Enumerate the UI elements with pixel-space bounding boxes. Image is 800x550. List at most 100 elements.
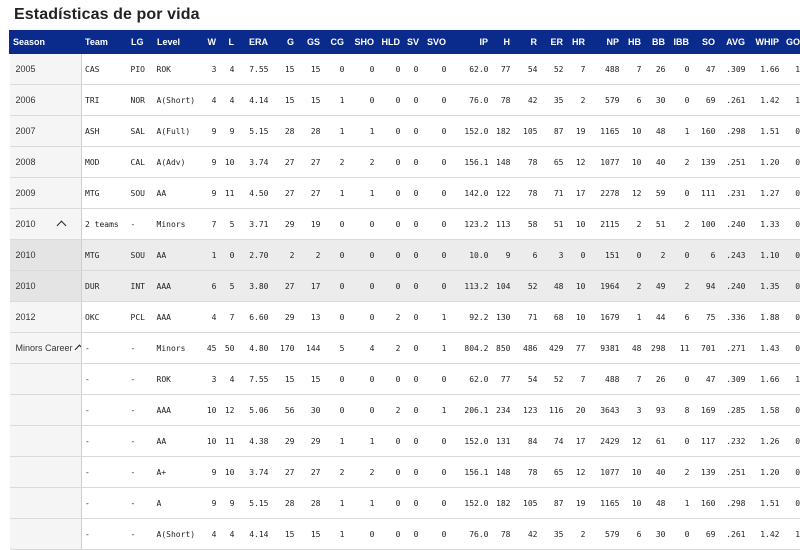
chevron-up-icon[interactable]	[56, 221, 66, 231]
cell-text-sv: 0	[414, 282, 419, 291]
cell-text-avg: .251	[726, 468, 745, 477]
cell-text-level: AA	[157, 437, 167, 446]
cell-l: 50	[220, 333, 238, 364]
cell-text-h: 182	[496, 127, 510, 136]
cell-text-whip: 1.33	[760, 220, 779, 229]
cell-era: 2.70	[238, 240, 272, 271]
column-header-hr[interactable]: HR	[567, 31, 589, 54]
cell-sho: 1	[348, 426, 378, 457]
cell-bb: 93	[645, 395, 669, 426]
column-header-h[interactable]: H	[492, 31, 514, 54]
cell-text-svo: 1	[442, 344, 447, 353]
cell-text-whip: 1.66	[760, 65, 779, 74]
cell-text-so: 69	[706, 530, 716, 539]
cell-gs: 28	[298, 116, 324, 147]
cell-ibb: 1	[669, 488, 693, 519]
cell-hb: 7	[623, 54, 645, 85]
cell-ip: 113.2	[450, 271, 492, 302]
cell-whip: 1.66	[749, 364, 783, 395]
column-header-whip[interactable]: WHIP	[749, 31, 783, 54]
cell-text-r: 486	[523, 344, 537, 353]
column-header-r[interactable]: R	[514, 31, 541, 54]
cell-np: 488	[589, 54, 623, 85]
cell-hr: 0	[567, 240, 589, 271]
cell-text-lg: -	[131, 437, 136, 446]
cell-text-so: 111	[701, 189, 715, 198]
column-header-ibb[interactable]: IBB	[669, 31, 693, 54]
cell-sv: 0	[404, 364, 422, 395]
column-header-er[interactable]: ER	[541, 31, 567, 54]
column-header-lg[interactable]: LG	[128, 31, 154, 54]
cell-text-r: 58	[528, 220, 538, 229]
column-header-season[interactable]: Season	[10, 31, 82, 54]
column-header-sho[interactable]: SHO	[348, 31, 378, 54]
cell-text-avg: .240	[726, 220, 745, 229]
cell-level: ROK	[154, 54, 200, 85]
cell-hb: 10	[623, 457, 645, 488]
cell-ip: 76.0	[450, 85, 492, 116]
cell-cg: 1	[324, 488, 348, 519]
cell-text-l: 4	[230, 530, 235, 539]
cell-hr: 17	[567, 426, 589, 457]
cell-text-hld: 0	[396, 437, 401, 446]
cell-lg: CAL	[128, 147, 154, 178]
cell-hr: 12	[567, 147, 589, 178]
column-header-np[interactable]: NP	[589, 31, 623, 54]
cell-text-l: 10	[225, 468, 235, 477]
column-header-w[interactable]: W	[200, 31, 220, 54]
column-header-cg[interactable]: CG	[324, 31, 348, 54]
cell-text-er: 52	[554, 65, 564, 74]
cell-text-whip: 1.42	[760, 96, 779, 105]
cell-lg: -	[128, 519, 154, 550]
cell-whip: 1.66	[749, 54, 783, 85]
cell-text-season: 2007	[16, 126, 36, 136]
cell-ip: 62.0	[450, 54, 492, 85]
column-header-svo[interactable]: SVO	[422, 31, 450, 54]
cell-hr: 10	[567, 271, 589, 302]
cell-text-sho: 0	[370, 220, 375, 229]
column-header-avg[interactable]: AVG	[719, 31, 749, 54]
cell-team: MTG	[82, 178, 128, 209]
cell-hld: 0	[378, 209, 404, 240]
column-header-hb[interactable]: HB	[623, 31, 645, 54]
cell-sv: 0	[404, 519, 422, 550]
column-header-g[interactable]: G	[272, 31, 298, 54]
cell-text-h: 113	[496, 220, 510, 229]
cell-text-sv: 0	[414, 251, 419, 260]
cell-r: 78	[514, 457, 541, 488]
cell-team: MOD	[82, 147, 128, 178]
cell-text-avg: .232	[726, 437, 745, 446]
cell-text-r: 54	[528, 375, 538, 384]
column-header-bb[interactable]: BB	[645, 31, 669, 54]
column-header-gs[interactable]: GS	[298, 31, 324, 54]
cell-sho: 0	[348, 519, 378, 550]
cell-text-ibb: 0	[685, 189, 690, 198]
cell-text-np: 579	[605, 96, 619, 105]
column-header-l[interactable]: L	[220, 31, 238, 54]
chevron-up-icon[interactable]	[74, 345, 81, 355]
cell-sv: 0	[404, 116, 422, 147]
cell-text-sv: 0	[414, 189, 419, 198]
cell-hld: 0	[378, 271, 404, 302]
column-header-team[interactable]: Team	[82, 31, 128, 54]
column-header-hld[interactable]: HLD	[378, 31, 404, 54]
cell-goao: 0.78	[783, 457, 800, 488]
cell-text-so: 139	[701, 468, 715, 477]
column-header-ip[interactable]: IP	[450, 31, 492, 54]
cell-avg: .251	[719, 147, 749, 178]
cell-sv: 0	[404, 54, 422, 85]
cell-text-level: Minors	[157, 220, 186, 229]
column-header-sv[interactable]: SV	[404, 31, 422, 54]
cell-hb: 0	[623, 240, 645, 271]
cell-text-level: A(Short)	[157, 530, 196, 539]
column-header-era[interactable]: ERA	[238, 31, 272, 54]
cell-text-h: 104	[496, 282, 510, 291]
cell-goao: 0.86	[783, 488, 800, 519]
cell-team: DUR	[82, 271, 128, 302]
cell-text-np: 151	[605, 251, 619, 260]
column-header-goao[interactable]: GO/AO	[783, 31, 800, 54]
column-header-level[interactable]: Level	[154, 31, 200, 54]
column-header-so[interactable]: SO	[693, 31, 719, 54]
cell-text-np: 488	[605, 65, 619, 74]
cell-sv: 0	[404, 85, 422, 116]
